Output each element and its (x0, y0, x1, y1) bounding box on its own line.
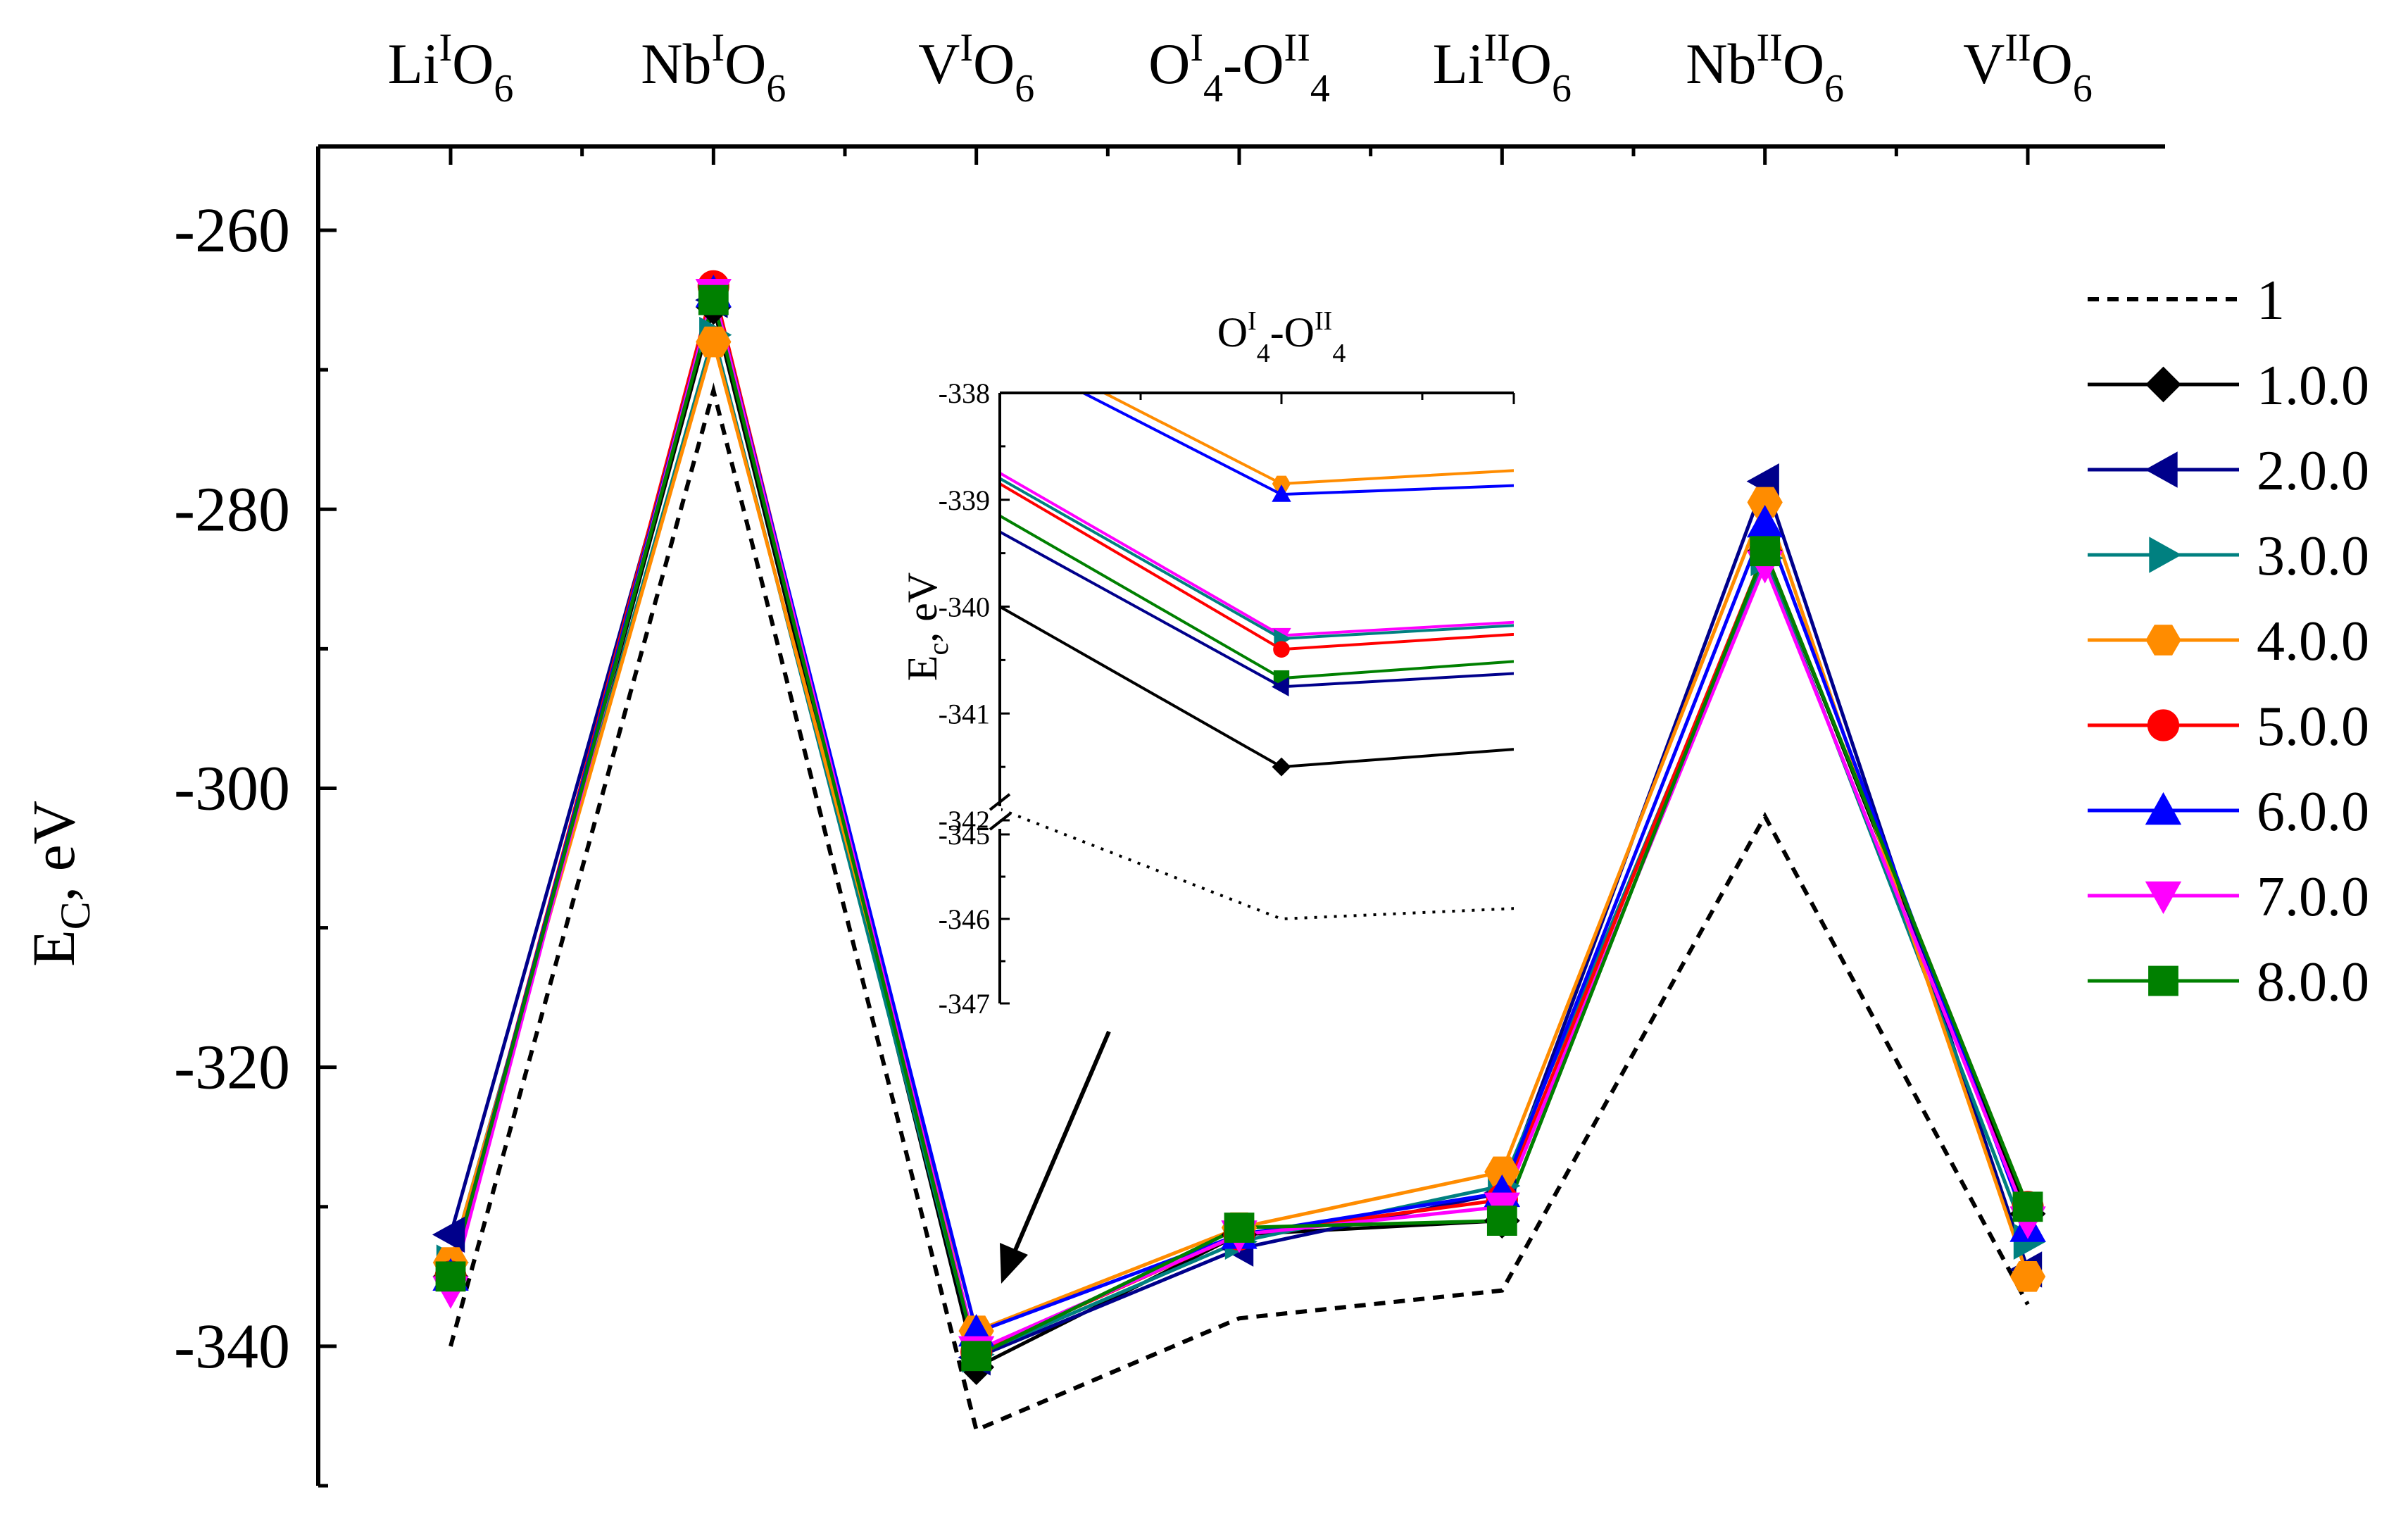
legend-marker-4.0.0 (2145, 625, 2181, 656)
data-point-4.0.0 (2009, 1261, 2046, 1292)
x-category-label: VIIO6 (1963, 26, 2093, 111)
data-point-8.0.0 (1224, 1213, 1255, 1243)
inset-plot: -338 -339 -340 -341 -342-345 -346 -347 OI4-OII4… (899, 306, 1515, 1020)
series-line-1.0.0 (449, 300, 2030, 1370)
legend-marker-5.0.0 (2147, 709, 2180, 741)
inset-y-tick-label: -340 (939, 591, 990, 623)
data-point-8.0.0 (1486, 1206, 1517, 1236)
inset-y-tick-label: -338 (939, 377, 990, 409)
inset-y-tick-label: -347 (939, 988, 990, 1020)
legend-label: 8.0.0 (2257, 951, 2369, 1013)
inset-point-4.0.0 (1272, 475, 1291, 492)
x-category-label: VIO6 (918, 26, 1034, 111)
inset-axis-break (989, 793, 1011, 811)
data-point-8.0.0 (698, 284, 729, 315)
legend-marker-2.0.0 (2145, 451, 2178, 488)
x-category-label: LiIO6 (388, 26, 514, 111)
y-tick-label: -320 (174, 1033, 290, 1103)
inset-y-tick-label: -346 (939, 903, 990, 935)
series-line-1 (449, 382, 2030, 1433)
inset-axis-break (989, 813, 1011, 831)
y-tick-label: -280 (174, 475, 290, 544)
y-tick-label: -300 (174, 753, 290, 823)
data-point-8.0.0 (435, 1261, 466, 1292)
y-tick-label: -340 (174, 1312, 290, 1382)
x-category-label: NbIO6 (641, 26, 786, 111)
legend-label: 1 (2257, 270, 2285, 332)
data-point-4.0.0 (696, 326, 732, 358)
legend-marker-8.0.0 (2148, 965, 2178, 996)
inset-y-tick-label: -342 (939, 805, 990, 837)
inset-point-6.0.0 (1272, 484, 1291, 502)
series-line-2.0.0 (449, 293, 2030, 1360)
inset-arrow-head (1000, 1243, 1028, 1284)
data-point-8.0.0 (2012, 1191, 2043, 1222)
legend-marker-3.0.0 (2149, 537, 2182, 573)
inset-line-1 (1001, 808, 1514, 921)
inset-point-2.0.0 (1271, 677, 1289, 697)
series-group (432, 270, 2047, 1433)
legend-marker-6.0.0 (2145, 791, 2182, 825)
x-category-label: LiIIO6 (1433, 26, 1572, 111)
series-line-8.0.0 (449, 293, 2030, 1359)
y-tick-label: -260 (174, 196, 290, 265)
inset-y-tick-label: -339 (939, 484, 990, 516)
legend-label: 4.0.0 (2257, 610, 2369, 672)
inset-y-tick-label: -341 (939, 698, 990, 729)
data-point-2.0.0 (432, 1216, 465, 1253)
data-point-8.0.0 (1750, 536, 1781, 567)
series-line-6.0.0 (449, 286, 2030, 1335)
x-category-label: NbIIO6 (1686, 26, 1844, 111)
inset-point-5.0.0 (1273, 641, 1290, 658)
series-line-7.0.0 (449, 292, 2030, 1353)
legend-marker-1.0.0 (2145, 366, 2181, 403)
inset-line-3.0.0 (1001, 477, 1514, 641)
legend-label: 6.0.0 (2257, 781, 2369, 843)
inset-arrow-shaft (1012, 1030, 1111, 1255)
data-point-8.0.0 (961, 1341, 992, 1372)
legend-label: 2.0.0 (2257, 440, 2369, 502)
legend-marker-7.0.0 (2145, 881, 2182, 915)
inset-y-tick-label: -345 (939, 819, 990, 851)
inset-point-1.0.0 (1272, 757, 1291, 777)
legend-label: 3.0.0 (2257, 525, 2369, 587)
inset-y-axis-title: Ec, eV (899, 572, 954, 681)
x-category-label: OI4-OII4 (1148, 26, 1330, 111)
data-point-4.0.0 (1747, 487, 1783, 518)
inset-line-4.0.0 (1103, 394, 1514, 486)
inset-series-group (1001, 394, 1514, 921)
legend-label: 1.0.0 (2257, 355, 2369, 417)
series-line-5.0.0 (449, 285, 2030, 1355)
inset-title: OI4-OII4 (1217, 306, 1346, 368)
y-axis-title: EC, eV (20, 801, 99, 967)
legend-label: 7.0.0 (2257, 866, 2369, 928)
legend-label: 5.0.0 (2257, 696, 2369, 758)
